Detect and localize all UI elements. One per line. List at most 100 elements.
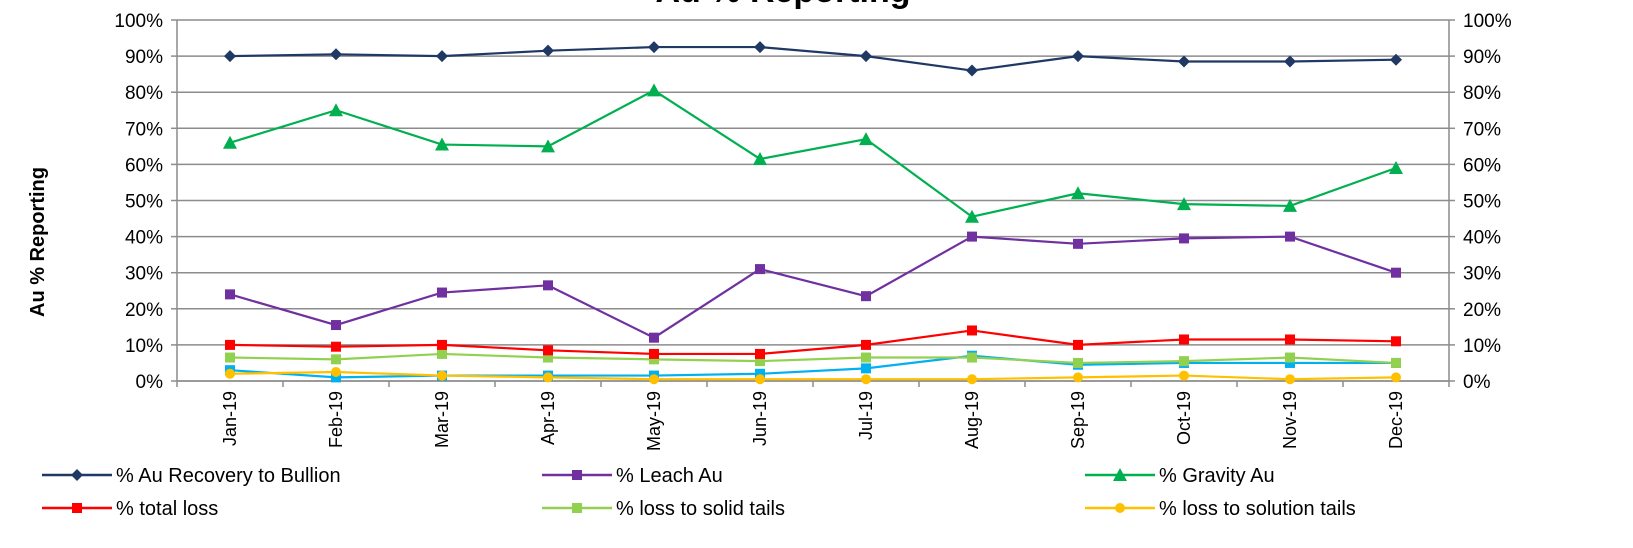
data-point	[225, 340, 235, 350]
data-point	[437, 349, 447, 359]
data-point	[1178, 56, 1190, 68]
y-right-tick-label: 70%	[1463, 119, 1501, 140]
y-left-tick-label: 50%	[125, 192, 163, 213]
y-left-tick-label: 30%	[125, 264, 163, 285]
x-tick-label: Jul-19	[856, 391, 876, 440]
data-point	[437, 371, 447, 381]
series-line	[230, 90, 1396, 216]
legend-item: % loss to solution tails	[1085, 498, 1356, 520]
data-point	[755, 374, 765, 384]
data-point	[860, 50, 872, 62]
data-point	[755, 264, 765, 274]
data-point	[1285, 232, 1295, 242]
x-tick-label: Jun-19	[750, 391, 770, 446]
data-point	[543, 345, 553, 355]
data-point	[861, 374, 871, 384]
y-left-tick-label: 70%	[125, 119, 163, 140]
y-right-tick-label: 40%	[1463, 228, 1501, 249]
y-right-tick-label: 80%	[1463, 83, 1501, 104]
data-point	[225, 289, 235, 299]
axes	[171, 20, 1455, 387]
data-point	[649, 374, 659, 384]
data-point	[967, 325, 977, 335]
legend-item: % Gravity Au	[1085, 465, 1275, 487]
x-tick-label: Feb-19	[326, 391, 346, 448]
data-point	[649, 349, 659, 359]
data-point	[331, 367, 341, 377]
data-point	[1285, 374, 1295, 384]
data-point	[647, 83, 661, 96]
y-left-tick-label: 20%	[125, 300, 163, 321]
data-point	[1179, 233, 1189, 243]
y-right-tick-label: 90%	[1463, 47, 1501, 68]
y-left-tick-label: 40%	[125, 228, 163, 249]
series-1	[225, 232, 1401, 343]
data-point	[331, 320, 341, 330]
data-point	[1391, 372, 1401, 382]
legend-item: % Au Recovery to Bullion	[42, 465, 341, 487]
data-point	[1391, 268, 1401, 278]
data-point	[1389, 161, 1403, 174]
data-point	[572, 503, 582, 513]
y-left-tick-label: 80%	[125, 83, 163, 104]
data-point	[1115, 503, 1125, 513]
legend-label: % Leach Au	[616, 465, 723, 487]
data-point	[72, 503, 82, 513]
data-point	[859, 132, 873, 145]
series-line	[230, 47, 1396, 70]
data-point	[543, 372, 553, 382]
data-point	[572, 470, 582, 480]
data-point	[1285, 353, 1295, 363]
data-point	[967, 232, 977, 242]
data-point	[967, 353, 977, 363]
data-point	[1073, 239, 1083, 249]
series-line	[230, 354, 1396, 363]
data-point	[331, 354, 341, 364]
data-point	[437, 340, 447, 350]
x-tick-label: Mar-19	[432, 391, 452, 448]
data-point	[1179, 356, 1189, 366]
x-tick-label: Jan-19	[220, 391, 240, 446]
data-point	[437, 288, 447, 298]
data-point	[755, 349, 765, 359]
legend-item: % loss to solid tails	[542, 498, 785, 520]
data-point	[967, 374, 977, 384]
x-tick-label: Apr-19	[538, 391, 558, 445]
data-point	[1391, 358, 1401, 368]
y-right-tick-label: 30%	[1463, 264, 1501, 285]
data-point	[1179, 371, 1189, 381]
y-left-tick-label: 10%	[125, 336, 163, 357]
series-4	[225, 349, 1401, 368]
data-point	[329, 103, 343, 116]
y-axis-label: Au % Reporting	[27, 167, 49, 317]
data-point	[1073, 372, 1083, 382]
data-point	[436, 50, 448, 62]
data-point	[648, 41, 660, 53]
y-right-tick-label: 50%	[1463, 192, 1501, 213]
series-0	[224, 41, 1402, 76]
data-point	[1284, 56, 1296, 68]
data-point	[224, 50, 236, 62]
data-point	[649, 333, 659, 343]
legend-label: % loss to solid tails	[616, 498, 785, 520]
y-right-tick-label: 20%	[1463, 300, 1501, 321]
y-left-tick-label: 100%	[114, 11, 163, 32]
data-point	[225, 353, 235, 363]
data-point	[861, 353, 871, 363]
legend-label: % Au Recovery to Bullion	[116, 465, 341, 487]
legend-item: % Leach Au	[542, 465, 723, 487]
y-right-tick-label: 10%	[1463, 336, 1501, 357]
data-point	[1285, 334, 1295, 344]
y-left-tick-label: 60%	[125, 155, 163, 176]
data-point	[331, 342, 341, 352]
data-point	[861, 291, 871, 301]
data-point	[1073, 358, 1083, 368]
data-point	[543, 280, 553, 290]
y-right-tick-label: 100%	[1463, 11, 1512, 32]
y-right-tick-label: 0%	[1463, 372, 1491, 393]
data-point	[1391, 336, 1401, 346]
series-line	[230, 330, 1396, 353]
y-right-tick-label: 60%	[1463, 155, 1501, 176]
legend-item: % total loss	[42, 498, 218, 520]
